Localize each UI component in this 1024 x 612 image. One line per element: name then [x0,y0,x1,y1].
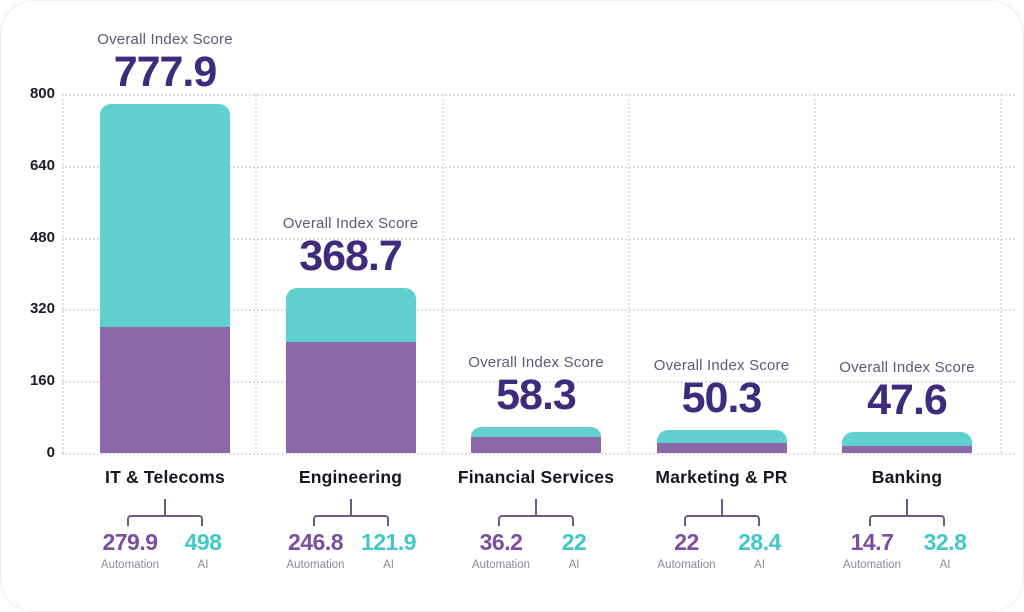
gridline-horizontal [62,309,1015,312]
automation-label: Automation [842,559,902,571]
automation-label: Automation [286,559,345,571]
score-label: Overall Index Score [468,353,604,371]
bracket-connector-stem [349,499,352,516]
bar-segment-automation [285,342,416,453]
bracket-connector [312,515,389,526]
bracket-connector [127,515,203,526]
bar-header: Overall Index Score 777.9 [55,31,275,94]
automation-label: Automation [100,559,160,571]
bar-group: Overall Index Score 50.3 Marketing & PR … [612,1,832,611]
ai-value: 22 [561,529,587,555]
gridline-vertical [1000,94,1002,453]
bar-segment-automation [656,443,787,453]
ai-label: AI [197,559,209,571]
bar-group: Overall Index Score 777.9 IT & Telecoms … [55,1,275,611]
bar-segment-ai [285,287,416,343]
score-label: Overall Index Score [282,214,419,232]
ai-value: 28.4 [738,529,781,555]
y-axis-tick-label: 800 [29,85,55,102]
bracket-connector [498,515,574,526]
bar-header: Overall Index Score 58.3 [426,354,646,417]
stacked-bar [842,431,972,453]
bar-header: Overall Index Score 50.3 [612,357,832,420]
stacked-bar [471,426,601,453]
y-axis-tick-label: 0 [46,444,55,461]
automation-value: 246.8 [287,529,344,555]
automation-value: 36.2 [479,529,523,555]
bar-header: Overall Index Score 47.6 [797,359,1017,422]
category-label: Financial Services [457,467,615,487]
ai-label: AI [939,559,951,571]
automation-value: 14.7 [850,529,894,555]
bracket-connector-stem [906,499,908,516]
bar-segment-ai [842,431,972,447]
bar-segment-ai [471,426,601,437]
ai-value: 121.9 [360,529,417,555]
bracket-connector-stem [535,499,537,516]
automation-value: 279.9 [102,529,158,555]
category-label: Engineering [298,467,403,487]
category-label: Marketing & PR [655,467,788,487]
ai-label: AI [568,559,580,571]
score-label: Overall Index Score [97,30,233,48]
y-axis-tick-label: 320 [29,300,55,318]
y-axis-tick-label: 640 [29,156,55,174]
score-value: 50.3 [681,374,763,423]
bar-segment-ai [100,103,230,328]
stacked-bar [656,430,787,453]
bracket-connector-stem [164,499,166,516]
score-label: Overall Index Score [653,357,790,375]
gridline-horizontal [62,381,1015,384]
category-label: IT & Telecoms [105,467,225,487]
automation-label: Automation [471,559,531,571]
bracket-connector [869,515,945,526]
bar-segment-ai [656,430,787,444]
score-value: 777.9 [113,47,218,96]
bar-group: Overall Index Score 47.6 Banking 14.7 32… [797,1,1017,611]
gridline-vertical [255,94,257,453]
gridline-vertical [628,94,630,453]
bar-header: Overall Index Score 368.7 [241,215,461,278]
bracket-connector-stem [720,499,723,516]
gridline-horizontal [62,453,1015,455]
bar-segment-automation [471,436,601,453]
gridline-horizontal [62,237,1015,240]
score-label: Overall Index Score [839,358,975,376]
bar-group: Overall Index Score 58.3 Financial Servi… [426,1,646,611]
score-value: 368.7 [299,231,403,280]
score-value: 47.6 [867,375,948,424]
automation-value: 22 [674,529,699,555]
bar-group: Overall Index Score 368.7 Engineering 24… [241,1,461,611]
score-value: 58.3 [496,370,577,419]
gridline-horizontal [62,165,1015,168]
category-label: Banking [871,467,943,487]
bar-segment-automation [100,327,230,453]
gridline-vertical [62,94,64,453]
ai-label: AI [754,559,765,571]
y-axis-tick-label: 160 [29,372,55,390]
ai-value: 498 [184,529,222,555]
gridline-vertical [442,94,444,453]
gridline-horizontal [62,94,1015,96]
stacked-bar [100,103,230,453]
y-axis-tick-label: 480 [29,228,55,246]
stacked-bar [285,287,416,453]
gridline-vertical [814,94,816,453]
bar-segment-automation [842,446,972,453]
ai-value: 32.8 [923,529,967,555]
automation-label: Automation [657,559,716,571]
ai-label: AI [383,559,394,571]
bracket-connector [683,515,760,526]
